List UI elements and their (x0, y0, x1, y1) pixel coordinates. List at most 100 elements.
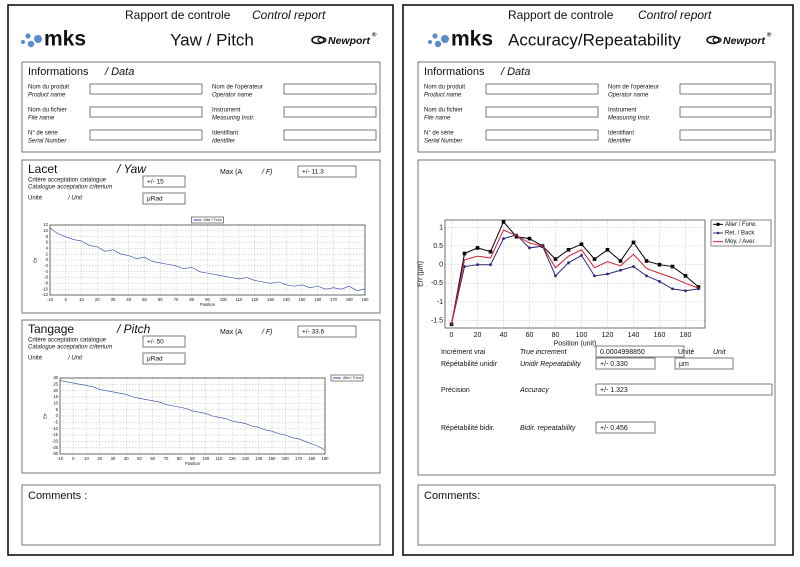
x-tick-label: 140 (255, 456, 263, 461)
x-tick-label: -10 (57, 456, 64, 461)
field-label: N° de série (28, 131, 58, 137)
field-label-en: Identifier (608, 139, 632, 145)
point-marker (501, 220, 506, 224)
y-tick-label: -30 (52, 451, 59, 456)
x-tick-label: 180 (680, 332, 692, 339)
input-value: +/- 1.323 (600, 387, 628, 394)
legend-label: Aller / Forw. (725, 222, 757, 228)
x-tick-label: 60 (158, 297, 163, 302)
x-tick-label: 10 (79, 297, 84, 302)
x-tick-label: 80 (177, 456, 182, 461)
section-subtitle: / Yaw (116, 162, 147, 176)
point-marker (580, 253, 583, 257)
y-tick-label: 10 (43, 228, 48, 233)
legend-label: Aller / Forw. (343, 376, 362, 380)
point-marker (488, 249, 493, 254)
y-tick-label: 0 (46, 257, 49, 262)
measure-section (21, 319, 381, 474)
point-marker (606, 272, 609, 276)
legend-label: Ret. / Back (725, 231, 755, 237)
y-axis-label: Err (µm) (417, 261, 424, 287)
info-section (21, 61, 381, 153)
x-tick-label: 110 (236, 297, 243, 302)
x-tick-label: 20 (474, 332, 482, 339)
y-tick-label: 12 (43, 222, 48, 227)
field-label-en: Measuring Instr. (608, 116, 651, 122)
field-label: Nom du fichier (28, 108, 67, 114)
plot-frame (59, 377, 326, 455)
x-tick-label: 190 (322, 456, 330, 461)
x-tick-label: 50 (142, 297, 147, 302)
x-tick-label: 100 (202, 456, 210, 461)
field-label-en: / F) (261, 329, 273, 336)
x-tick-label: 110 (216, 456, 223, 461)
point-marker (463, 265, 466, 268)
x-tick-label: 90 (190, 456, 195, 461)
field-label-en: Serial Number (424, 139, 463, 145)
point-marker (645, 274, 648, 278)
section-title: Lacet (28, 162, 58, 176)
field-label-en: Serial Number (28, 139, 67, 145)
section-title: Informations (424, 66, 485, 78)
input-value: µRad (147, 196, 163, 203)
logo: mks (451, 28, 493, 51)
field-label-en: Catalogue acceptation criterium (28, 185, 112, 191)
y-axis-label: Err (32, 257, 37, 263)
point-marker (567, 261, 570, 265)
y-tick-label: 6 (46, 240, 49, 245)
legend-swatch (716, 222, 720, 226)
x-tick-label: 190 (362, 297, 370, 302)
field-label: Max (A (220, 169, 243, 176)
input-box (283, 129, 377, 141)
series-line (49, 227, 366, 291)
point-marker (671, 287, 674, 291)
x-tick-label: 80 (552, 332, 560, 339)
input-box (297, 325, 357, 338)
field-label: Répétabilité unidir (441, 361, 498, 368)
x-axis-label: Position (unit) (554, 341, 597, 348)
left-sheet (7, 4, 394, 556)
field-label-en: Unit (713, 349, 727, 356)
brand-icon (712, 36, 722, 44)
x-tick-label: 160 (314, 297, 322, 302)
y-tick-label: 30 (53, 375, 58, 380)
y-tick-label: -6 (44, 275, 48, 280)
x-tick-label: 100 (220, 297, 228, 302)
y-tick-label: -25 (52, 445, 59, 450)
x-tick-label: 0 (72, 456, 75, 461)
header-fr: Rapport de controle (125, 8, 231, 22)
x-tick-label: 40 (126, 297, 131, 302)
input-box (142, 192, 186, 205)
point-marker (684, 289, 687, 293)
field-label-en: / Unit (67, 196, 82, 202)
point-marker (514, 234, 519, 239)
field-label-en: File name (28, 116, 55, 122)
section-title: Tangage (28, 322, 74, 336)
field-label-en: / F) (261, 169, 273, 176)
x-tick-label: 120 (602, 332, 614, 339)
point-marker (566, 247, 571, 252)
field-label: Précision (441, 387, 470, 394)
legend-swatch (716, 231, 720, 235)
field-label-en: Product name (424, 93, 462, 99)
field-label: Critère acceptation catalogue (28, 178, 107, 184)
point-marker (632, 265, 635, 268)
x-tick-label: 80 (189, 297, 194, 302)
x-tick-label: 70 (164, 456, 169, 461)
x-tick-label: 130 (242, 456, 250, 461)
x-tick-label: 180 (308, 456, 316, 461)
x-tick-label: 130 (267, 297, 275, 302)
comments-label: Comments: (424, 490, 480, 502)
y-tick-label: 5 (56, 407, 59, 412)
report-title: Yaw / Pitch (170, 30, 254, 49)
input-value: 0.0004998850 (600, 349, 645, 356)
input-box (142, 175, 186, 188)
y-tick-label: -0.5 (431, 280, 443, 287)
point-marker (579, 242, 584, 247)
y-tick-label: 8 (46, 234, 49, 239)
brand-icon (706, 35, 720, 45)
y-tick-label: -8 (44, 280, 48, 285)
logo-dot (434, 40, 442, 48)
field-label-en: Identifier (212, 139, 236, 145)
field-label-en: Operator name (212, 93, 253, 99)
